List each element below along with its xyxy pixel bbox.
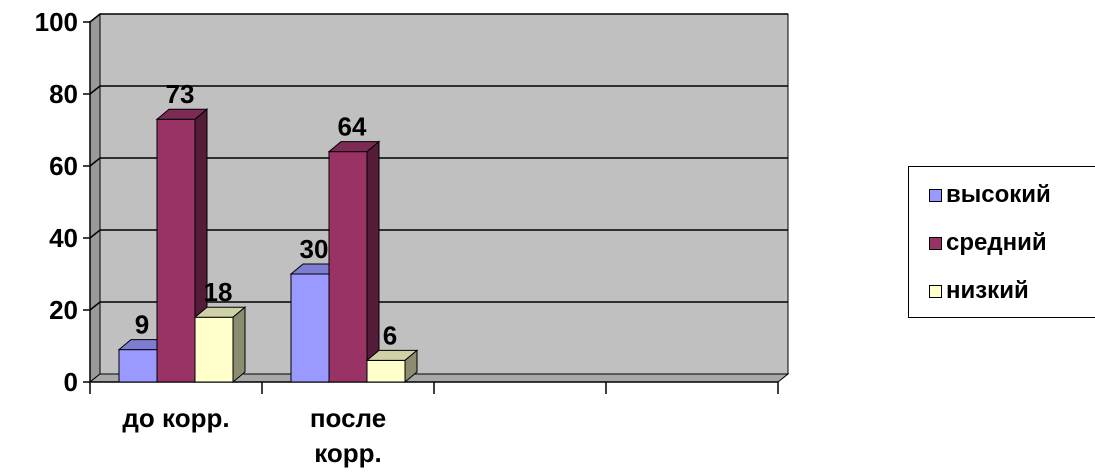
data-label: 9 [135, 310, 149, 340]
legend-swatch-vysokiy [929, 188, 942, 202]
bar-side-series-2-cat-0 [232, 306, 246, 384]
x-tick-label: до корр. [122, 403, 229, 433]
gridline [89, 13, 788, 23]
y-tick-label: 60 [49, 151, 78, 181]
bar-side-series-1-cat-1 [366, 140, 380, 384]
legend-label-vysokiy: высокий [946, 181, 1051, 208]
bar-series-1-cat-0 [156, 118, 196, 383]
bar-series-2-cat-1 [366, 359, 406, 383]
legend-item-nizkiy: низкий [929, 275, 1029, 307]
bar-side-series-2-cat-1 [404, 349, 418, 384]
y-tick-label: 100 [35, 7, 78, 37]
legend-label-sredniy: средний [946, 229, 1047, 256]
bar-series-1-cat-1 [328, 151, 368, 383]
y-tick-label: 20 [49, 295, 78, 325]
gridline [89, 301, 788, 311]
legend-item-sredniy: средний [929, 227, 1047, 259]
data-label: 6 [383, 320, 397, 350]
legend-label-nizkiy: низкий [946, 277, 1029, 304]
x-tick-label: после [310, 403, 386, 433]
legend-item-vysokiy: высокий [929, 179, 1051, 211]
bar-series-0-cat-1 [290, 273, 330, 383]
legend: высокий средний низкий [908, 166, 1095, 318]
gridline [89, 229, 788, 239]
legend-swatch-nizkiy [929, 284, 942, 298]
legend-swatch-sredniy [929, 236, 942, 250]
x-tick-label: корр. [314, 438, 382, 468]
data-label: 30 [300, 234, 329, 264]
bar-series-0-cat-0 [118, 349, 158, 383]
plot-side-wall [89, 12, 101, 384]
y-tick-label: 80 [49, 79, 78, 109]
data-label: 18 [204, 277, 233, 307]
gridline [89, 85, 788, 95]
data-label: 73 [166, 79, 195, 109]
data-label: 64 [338, 112, 367, 142]
y-tick-label: 40 [49, 223, 78, 253]
y-tick-label: 0 [64, 367, 78, 397]
gridline [89, 157, 788, 167]
bar-series-2-cat-0 [194, 316, 234, 383]
